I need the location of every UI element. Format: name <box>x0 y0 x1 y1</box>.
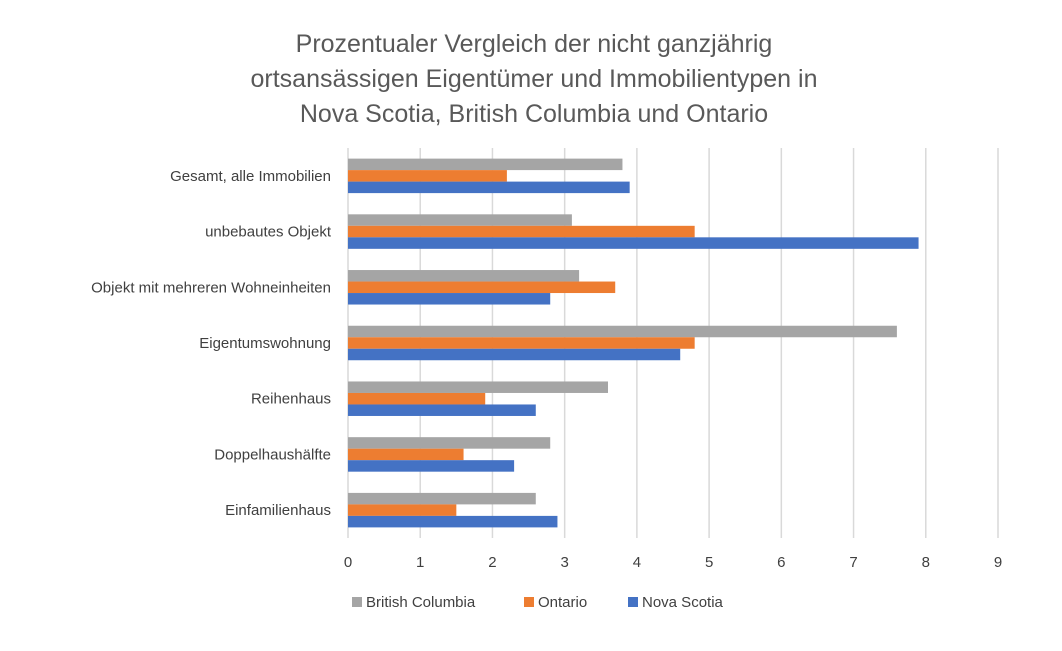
legend-label-ontario: Ontario <box>538 594 587 611</box>
bar-nova-scotia-1 <box>348 237 919 249</box>
bar-british-columbia-5 <box>348 437 551 449</box>
x-tick-label: 6 <box>777 554 785 571</box>
bar-british-columbia-4 <box>348 381 608 393</box>
bar-ontario-5 <box>348 448 464 461</box>
bar-ontario-6 <box>348 504 457 516</box>
bar-ontario-2 <box>348 281 616 294</box>
legend-label-nova-scotia: Nova Scotia <box>642 594 724 611</box>
bar-nova-scotia-4 <box>348 404 536 416</box>
legend-swatch-nova-scotia <box>628 597 638 607</box>
legend-label-british-columbia: British Columbia <box>366 594 476 611</box>
x-tick-label: 1 <box>416 554 424 571</box>
x-tick-label: 7 <box>849 554 857 571</box>
category-label: Einfamilienhaus <box>225 502 331 519</box>
category-label: unbebautes Objekt <box>205 224 332 241</box>
chart-title-line-1: Prozentualer Vergleich der nicht ganzjäh… <box>296 30 773 58</box>
bar-ontario-3 <box>348 337 695 349</box>
category-label: Doppelhaushälfte <box>214 446 331 463</box>
category-label: Objekt mit mehreren Wohneinheiten <box>91 279 331 296</box>
bar-british-columbia-6 <box>348 492 536 505</box>
chart-title-line-2: ortsansässigen Eigentümer und Immobilien… <box>251 65 818 93</box>
x-tick-labels: 0 1 2 3 4 5 6 7 8 9 <box>344 554 1002 571</box>
legend: British Columbia Ontario Nova Scotia <box>352 594 724 611</box>
x-tick-label: 0 <box>344 554 352 571</box>
bars <box>348 158 919 528</box>
category-labels: Gesamt, alle Immobilien unbebautes Objekt… <box>91 168 332 519</box>
legend-swatch-british-columbia <box>352 597 362 607</box>
bar-british-columbia-1 <box>348 214 572 226</box>
bar-nova-scotia-0 <box>348 181 630 194</box>
chart-title: Prozentualer Vergleich der nicht ganzjäh… <box>251 30 818 128</box>
category-label: Gesamt, alle Immobilien <box>170 168 331 185</box>
category-label: Eigentumswohnung <box>199 335 331 352</box>
bar-nova-scotia-5 <box>348 460 515 472</box>
bar-nova-scotia-6 <box>348 515 558 528</box>
chart-title-line-3: Nova Scotia, British Columbia und Ontari… <box>300 100 768 128</box>
category-label: Reihenhaus <box>251 391 331 408</box>
bar-british-columbia-0 <box>348 158 623 171</box>
bar-nova-scotia-3 <box>348 348 681 361</box>
bar-british-columbia-2 <box>348 270 580 282</box>
x-tick-label: 2 <box>488 554 496 571</box>
bar-british-columbia-3 <box>348 325 897 338</box>
x-tick-label: 5 <box>705 554 713 571</box>
bar-ontario-4 <box>348 392 486 405</box>
x-tick-label: 8 <box>922 554 930 571</box>
legend-swatch-ontario <box>524 597 534 607</box>
bar-nova-scotia-2 <box>348 293 551 305</box>
bar-ontario-1 <box>348 225 695 238</box>
x-tick-label: 4 <box>633 554 641 571</box>
x-tick-label: 9 <box>994 554 1002 571</box>
x-tick-label: 3 <box>560 554 568 571</box>
bar-ontario-0 <box>348 170 507 182</box>
